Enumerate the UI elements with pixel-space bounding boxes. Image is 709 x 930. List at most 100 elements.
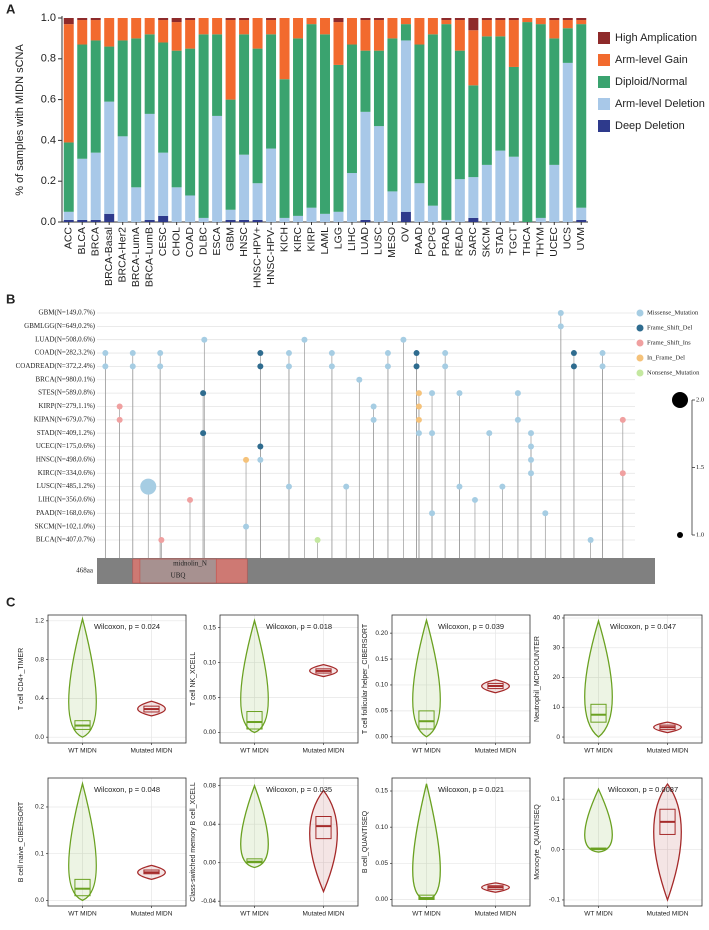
bar-segment <box>387 191 398 222</box>
mutation <box>413 350 420 357</box>
bar-segment <box>279 79 290 218</box>
bar-segment <box>171 50 182 188</box>
mutation <box>599 363 606 370</box>
y-axis-title: B cell naive_CIBERSORT <box>18 801 25 882</box>
mutation <box>328 350 335 357</box>
bar-segment <box>252 18 263 49</box>
x-tick-label: LIHC <box>346 227 358 251</box>
bar-segment <box>481 20 492 37</box>
mutation <box>301 336 308 343</box>
y-tick-label: 30 <box>553 644 561 651</box>
mutation <box>471 496 478 503</box>
x-tick-label: Mutated MIDN <box>303 748 345 755</box>
x-tick-label: UVM <box>575 227 587 250</box>
violin <box>653 782 682 902</box>
x-tick-label: PCPG <box>427 227 439 257</box>
mutation <box>328 363 335 370</box>
x-tick-label: Mutated MIDN <box>647 911 689 918</box>
violin <box>309 789 338 894</box>
bar-segment <box>131 38 142 188</box>
plot-frame <box>391 614 531 744</box>
bar-segment <box>212 18 223 35</box>
plot-background <box>220 778 358 906</box>
legend-label: High Amplication <box>615 32 697 44</box>
mutation <box>599 350 606 357</box>
y-tick-label: 0.2 <box>41 175 56 187</box>
y-tick-label: 0.05 <box>375 708 388 715</box>
row-label: KIPAN(N=679,0.7%) <box>34 415 96 423</box>
bar-segment <box>77 219 88 222</box>
bar-segment <box>212 34 223 116</box>
bar-segment <box>400 40 411 212</box>
annotation: Wilcoxon, p = 0.035 <box>266 785 332 794</box>
bar-segment <box>252 48 263 184</box>
bar-segment <box>158 152 169 216</box>
x-tick-label: HNSC <box>238 227 250 257</box>
bar-segment <box>360 111 371 220</box>
y-tick-label: 0.20 <box>375 630 388 637</box>
y-tick-label: 0.15 <box>375 788 388 795</box>
row-label: GBMLGG(N=649,0.2%) <box>24 322 95 330</box>
y-tick-label: 0.04 <box>203 821 216 828</box>
bar-segment <box>266 18 277 21</box>
y-axis-title: % of samples with MIDN sCNA <box>14 44 26 196</box>
bar-segment <box>373 20 384 51</box>
x-tick-label: KICH <box>278 227 290 252</box>
bar-segment <box>104 18 115 47</box>
bar-segment <box>198 34 209 218</box>
bar-segment <box>454 18 465 21</box>
legend-label: In_Frame_Del <box>647 354 685 361</box>
bar-segment <box>414 183 425 222</box>
mutation <box>514 390 521 397</box>
legend-swatch <box>636 339 644 347</box>
bar-segment <box>414 18 425 45</box>
x-tick-label: UCS <box>562 227 574 249</box>
panel-label: A <box>6 1 16 16</box>
x-tick-label: WT MIDN <box>584 911 613 918</box>
mutation <box>201 336 208 343</box>
mutation <box>116 403 123 410</box>
mutation <box>456 390 463 397</box>
row-label: SKCM(N=102,1.0%) <box>35 522 96 530</box>
bar-segment <box>104 101 115 214</box>
x-tick-label: STAD <box>494 227 506 255</box>
mutation <box>442 350 449 357</box>
bar-segment <box>144 219 155 222</box>
x-tick-label: WT MIDN <box>240 748 269 755</box>
bar-segment <box>90 20 101 41</box>
mutation <box>285 483 292 490</box>
bar-segment <box>306 24 317 208</box>
bar-segment <box>306 207 317 222</box>
bar-segment <box>293 215 304 222</box>
y-tick-label: -0.1 <box>549 897 561 904</box>
bar-segment <box>387 38 398 192</box>
mutation <box>257 443 264 450</box>
x-tick-label: BLCA <box>76 227 88 254</box>
bar-segment <box>508 20 519 67</box>
plot-frame <box>219 777 359 907</box>
mutation <box>557 323 564 330</box>
bar-segment <box>535 18 546 25</box>
bar-segment <box>239 219 250 222</box>
mutation <box>285 350 292 357</box>
bar-segment <box>373 126 384 222</box>
bar-segment <box>117 136 128 222</box>
bar-segment <box>225 20 236 100</box>
mutation <box>129 363 136 370</box>
bar-segment <box>522 22 533 222</box>
box <box>418 710 435 730</box>
x-tick-label: GBM <box>224 227 236 251</box>
bar-segment <box>63 142 74 212</box>
bar-segment <box>495 150 506 222</box>
y-tick-label: 0.10 <box>203 659 216 666</box>
bar-segment <box>320 34 330 214</box>
box <box>74 878 91 897</box>
y-tick-label: 0.15 <box>203 624 216 631</box>
mutation <box>415 416 422 423</box>
bar-segment <box>360 18 371 21</box>
plot-background <box>48 615 186 743</box>
bar-segment <box>239 154 250 220</box>
row-label: UCEC(N=175,0.6%) <box>36 442 96 450</box>
bar-segment <box>63 219 74 222</box>
